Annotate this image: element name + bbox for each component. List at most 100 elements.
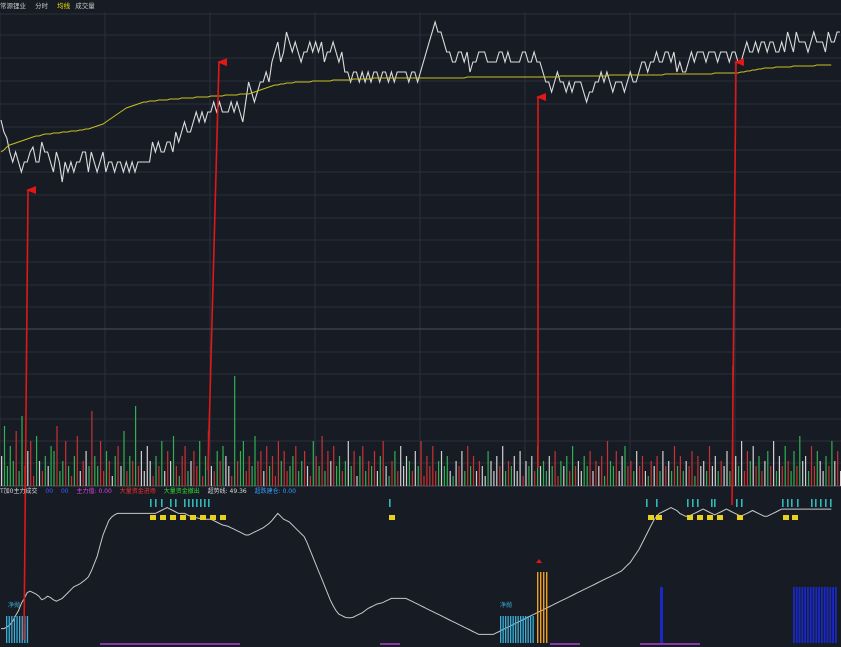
volume-bar [9,446,11,486]
volume-bar [123,431,125,486]
signal-marker-teal [155,499,157,507]
volume-bar [493,471,495,486]
signal-tag-yellow [180,515,186,520]
volume-bar [27,451,29,486]
volume-bar [572,446,574,486]
volume-bar [373,451,376,486]
volume-bar [429,466,431,486]
volume-bar [717,471,719,486]
signal-bar-cyan [527,616,529,643]
volume-bar [542,461,545,486]
volume-bar [97,466,99,486]
volume-bar [685,461,687,486]
volume-bar [662,451,664,486]
volume-bar [539,466,542,486]
volume-bar [12,461,14,486]
signal-marker-teal [815,499,817,507]
volume-bar [787,461,789,486]
volume-bar [837,451,839,486]
signal-marker-teal [188,499,190,507]
volume-bar [222,446,224,486]
volume-bar [225,456,227,486]
volume-bar [47,466,49,486]
volume-bar [828,466,830,486]
volume-bar [507,461,510,486]
volume-bar [475,471,478,486]
volume-bar [85,451,87,486]
volume-bar [484,476,486,486]
volume-bar [554,451,556,486]
volume-bar [609,461,612,486]
volume-bar [714,456,716,486]
volume-bar [306,466,309,486]
volume-bar [813,466,815,486]
volume-bar [234,376,236,486]
volume-bar [496,456,498,486]
volume-bar [199,441,201,486]
signal-bar-cyan [532,616,534,643]
volume-bar [499,466,501,486]
signal-bar-cyan [505,616,507,643]
stock-name: 常源锂业 [0,2,26,10]
volume-bar [799,436,801,486]
volume-bar [563,466,565,486]
volume-bar [405,456,408,486]
volume-bar [94,456,96,486]
signal-tag-yellow [697,515,703,520]
price-panel [0,20,840,183]
volume-bar [196,466,198,486]
volume-bar [50,446,52,486]
volume-bar [490,461,492,486]
signal-marker-teal [150,499,152,507]
volume-bar [647,476,649,486]
signal-bar-cyan [507,616,509,643]
volume-bar [91,411,93,486]
volume-bar [749,461,751,486]
volume-bar [219,461,221,486]
volume-bar [440,451,443,486]
volume-bar [368,461,370,486]
capital-out-label: 大量资金撤出 [163,488,200,495]
volume-bar [336,466,338,486]
volume-bar [752,446,754,486]
red-arrow [731,58,745,506]
signal-bar-cyan [8,616,10,643]
signal-bar-cyan [525,616,527,643]
signal-marker-teal [646,499,648,507]
signal-bar-cyan [26,616,29,643]
timeshare-label[interactable]: 分时 [35,2,49,10]
volume-bar [239,451,242,486]
volume-bar [137,466,140,486]
volume-bar [589,451,591,486]
signal-bar-navy [809,587,812,643]
volume-bar [621,456,623,486]
signal-bar-cyan [520,616,522,643]
volume-bar [193,451,195,486]
signal-marker-teal [196,499,198,507]
volume-bar [312,441,314,486]
chart-header: 常源锂业 分时 均线 成交量 [0,0,102,12]
volume-bar [135,406,137,486]
volume-bar [435,471,437,486]
volume-bar [341,471,343,486]
signal-marker-teal [711,499,713,507]
volume-bar [516,471,518,486]
volume-bar [592,471,594,486]
volume-bar [679,456,681,486]
volume-bar [237,461,239,486]
volume-bar [688,466,690,486]
volume-bar [545,471,547,486]
volume-bar [601,456,603,486]
volume-bar [764,461,766,486]
volume-bar [338,456,341,486]
signal-bar-cyan [522,616,524,643]
volume-bar [15,431,17,486]
volume-bar [347,441,349,486]
volume-bar [720,461,722,486]
volume-bar [420,441,422,486]
volume-bar [449,471,451,486]
volume-bar [286,471,288,486]
volume-bar [228,466,230,486]
signal-bar-cyan [19,616,21,643]
